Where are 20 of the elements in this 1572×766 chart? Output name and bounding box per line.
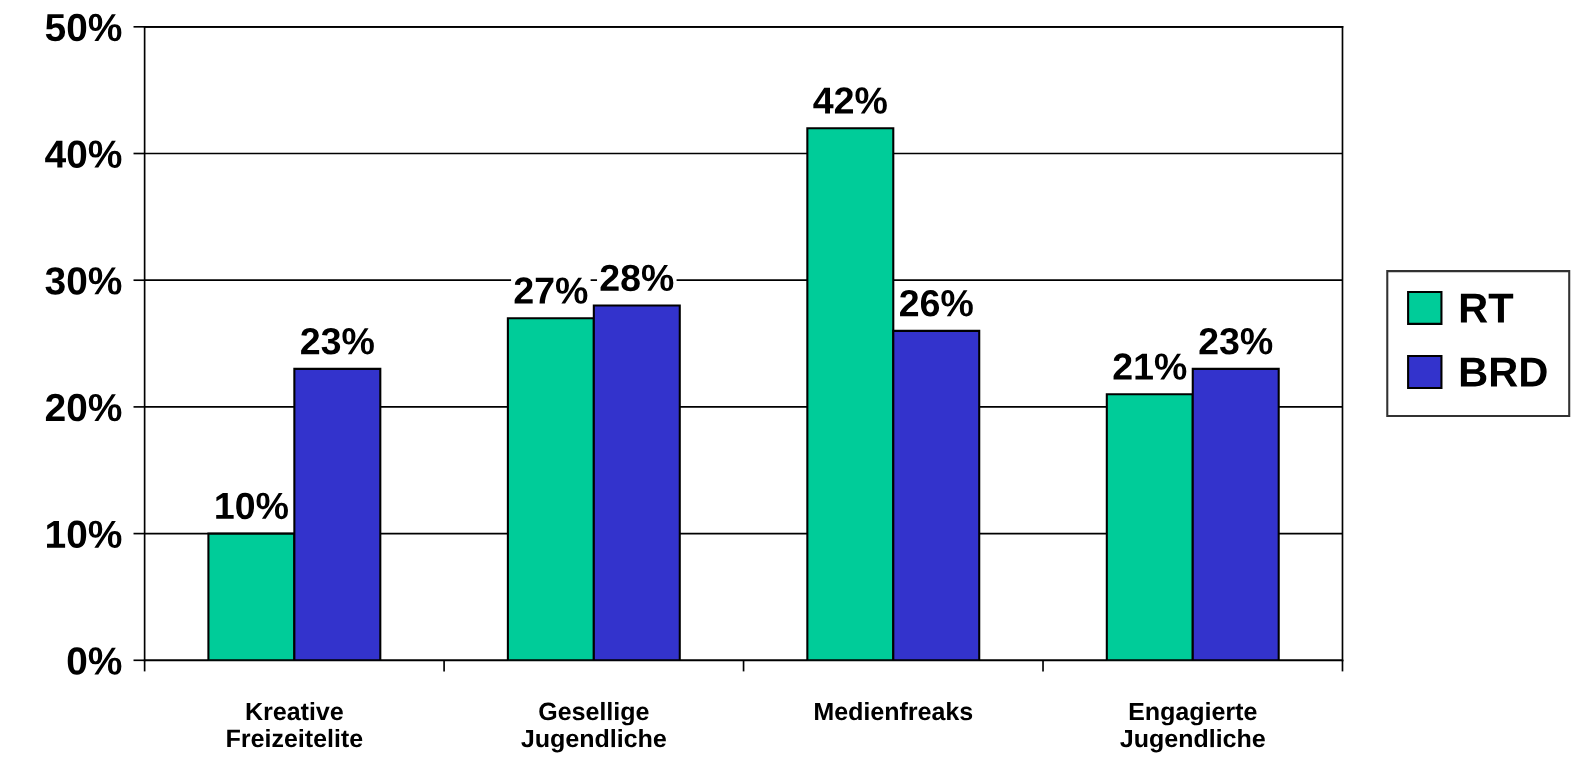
y-tick-label: 0% — [67, 647, 122, 675]
data-label: 21% — [1113, 353, 1187, 380]
x-tick-label: Kreative Freizeitelite — [227, 701, 363, 748]
data-label: 26% — [900, 289, 973, 317]
data-label: 23% — [301, 327, 374, 355]
y-tick-label: 20% — [45, 393, 122, 422]
data-label: 28% — [600, 264, 674, 292]
y-tick-label: 30% — [45, 267, 122, 295]
data-label: 10% — [216, 492, 288, 520]
y-tick-label: 40% — [45, 140, 122, 168]
x-tick-label: Gesellige Jugendliche — [521, 701, 666, 753]
legend-label: RT — [1460, 293, 1514, 323]
x-tick-label: Engagierte Jugendliche — [1120, 701, 1265, 753]
legend-label: BRD — [1460, 357, 1547, 387]
data-label: 42% — [813, 87, 887, 114]
y-tick-label: 50% — [45, 13, 122, 42]
x-tick-label: Medienfreaks — [815, 701, 973, 721]
y-tick-label: 10% — [47, 520, 122, 549]
data-label: 27% — [514, 277, 588, 304]
data-label: 23% — [1199, 327, 1273, 355]
